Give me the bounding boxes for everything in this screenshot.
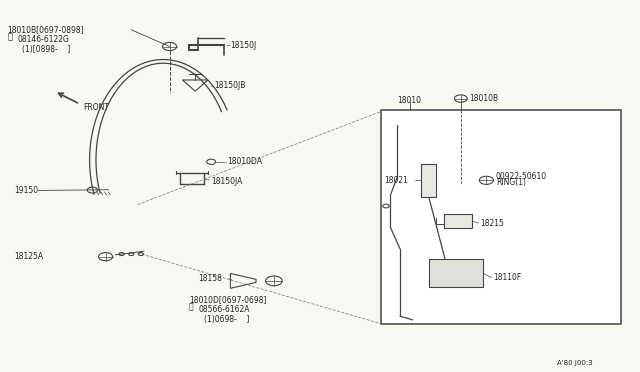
Text: 18010: 18010 (397, 96, 421, 105)
Text: ⒲: ⒲ (8, 33, 13, 42)
Text: 08566-6162A: 08566-6162A (198, 305, 250, 314)
Bar (444, 214, 472, 228)
Bar (381, 110, 621, 324)
Text: 19150: 19150 (14, 186, 38, 195)
Text: 08146-6122G: 08146-6122G (18, 35, 70, 44)
Text: 18010DA: 18010DA (227, 157, 262, 166)
Text: FRONT: FRONT (83, 103, 109, 112)
Text: Ⓜ: Ⓜ (189, 302, 193, 311)
Bar (421, 164, 436, 197)
Text: A'80 J00:3: A'80 J00:3 (557, 360, 593, 366)
Text: RING(1): RING(1) (496, 178, 526, 187)
Text: 18125A: 18125A (14, 252, 44, 261)
Bar (429, 259, 483, 287)
Text: 18158: 18158 (198, 274, 222, 283)
Text: (1)[0898-    ]: (1)[0898- ] (22, 45, 70, 54)
Text: 18215: 18215 (480, 219, 504, 228)
Text: 18021: 18021 (384, 176, 408, 185)
Text: 18010B: 18010B (469, 94, 499, 103)
Text: 18150JA: 18150JA (211, 177, 243, 186)
Text: (1)0698-    ]: (1)0698- ] (204, 315, 249, 324)
Text: 18110F: 18110F (493, 273, 521, 282)
Text: 18010D[0697-0698]: 18010D[0697-0698] (189, 295, 266, 304)
Text: 18150JB: 18150JB (214, 81, 246, 90)
Text: 00922-50610: 00922-50610 (496, 171, 547, 180)
Text: 18150J: 18150J (230, 41, 257, 50)
Text: 18010B[0697-0898]: 18010B[0697-0898] (8, 25, 84, 34)
